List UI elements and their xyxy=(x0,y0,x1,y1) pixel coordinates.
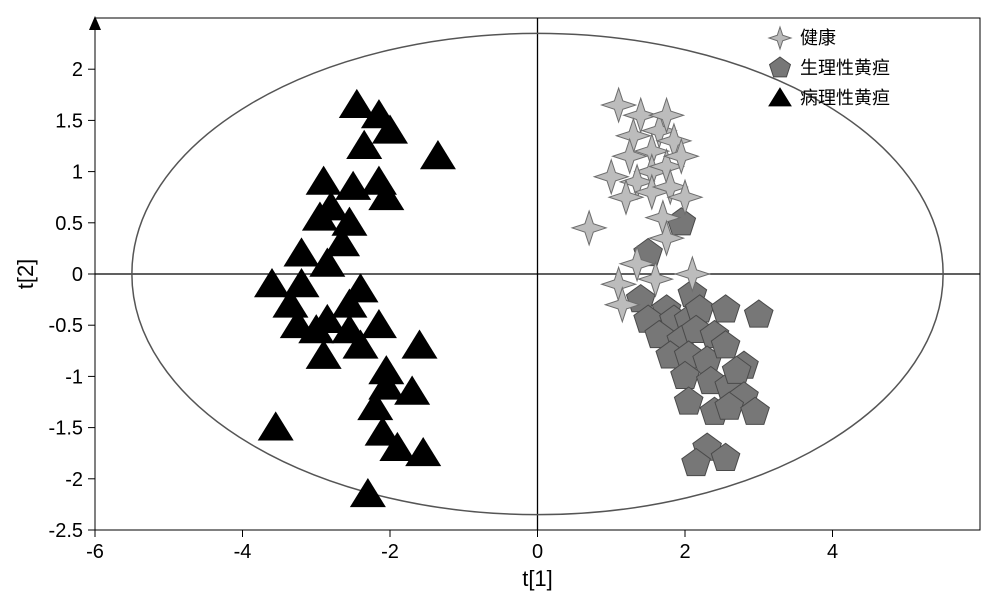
x-tick-label: -2 xyxy=(381,541,399,563)
x-tick-label: 4 xyxy=(827,541,838,563)
x-tick-label: -6 xyxy=(86,541,104,563)
x-tick-label: 2 xyxy=(679,541,690,563)
legend-label-healthy: 健康 xyxy=(800,28,836,48)
scatter-plot: -6 -4 -2 0 2 4 -2.5 -2 -1.5 -1 -0.5 0 0.5 1 1.5 2 t[1] t[… xyxy=(0,0,1000,592)
y-tick-label: -1.5 xyxy=(49,418,83,440)
y-tick-label: 1.5 xyxy=(55,110,83,132)
y-axis-label: t[2] xyxy=(13,259,38,290)
chart-svg: -6 -4 -2 0 2 4 -2.5 -2 -1.5 -1 -0.5 0 0.5 1 1.5 2 t[1] t[… xyxy=(0,0,1000,592)
y-tick-label: 0.5 xyxy=(55,213,83,235)
y-tick-label: 1 xyxy=(72,162,83,184)
legend-label-physiological: 生理性黄疸 xyxy=(800,58,890,78)
y-tick-label: -2 xyxy=(65,469,83,491)
x-axis-label: t[1] xyxy=(522,566,553,591)
legend-label-pathological: 病理性黄疸 xyxy=(800,88,890,108)
x-tick-label: 0 xyxy=(532,541,543,563)
y-tick-label: 0 xyxy=(72,264,83,286)
y-tick-label: -0.5 xyxy=(49,315,83,337)
y-tick-label: -2.5 xyxy=(49,520,83,542)
y-tick-label: -1 xyxy=(65,366,83,388)
x-tick-label: -4 xyxy=(234,541,252,563)
y-tick-label: 2 xyxy=(72,59,83,81)
